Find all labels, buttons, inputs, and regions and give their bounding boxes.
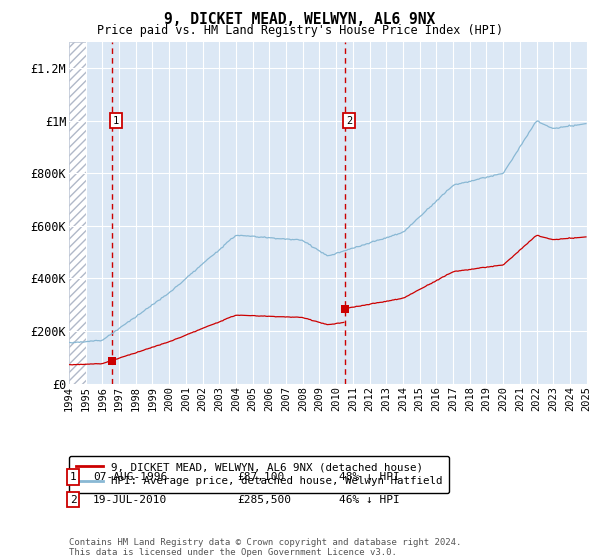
Text: 19-JUL-2010: 19-JUL-2010 <box>93 494 167 505</box>
Polygon shape <box>69 42 86 384</box>
Text: 2: 2 <box>346 116 352 126</box>
Text: £87,100: £87,100 <box>237 472 284 482</box>
Text: 2: 2 <box>70 494 77 505</box>
Text: £285,500: £285,500 <box>237 494 291 505</box>
Text: 9, DICKET MEAD, WELWYN, AL6 9NX: 9, DICKET MEAD, WELWYN, AL6 9NX <box>164 12 436 27</box>
Text: 46% ↓ HPI: 46% ↓ HPI <box>339 494 400 505</box>
Text: 1: 1 <box>70 472 77 482</box>
Text: 07-AUG-1996: 07-AUG-1996 <box>93 472 167 482</box>
Text: Price paid vs. HM Land Registry's House Price Index (HPI): Price paid vs. HM Land Registry's House … <box>97 24 503 36</box>
Text: 1: 1 <box>113 116 119 126</box>
Text: Contains HM Land Registry data © Crown copyright and database right 2024.
This d: Contains HM Land Registry data © Crown c… <box>69 538 461 557</box>
Legend: 9, DICKET MEAD, WELWYN, AL6 9NX (detached house), HPI: Average price, detached h: 9, DICKET MEAD, WELWYN, AL6 9NX (detache… <box>69 456 449 493</box>
Text: 48% ↓ HPI: 48% ↓ HPI <box>339 472 400 482</box>
